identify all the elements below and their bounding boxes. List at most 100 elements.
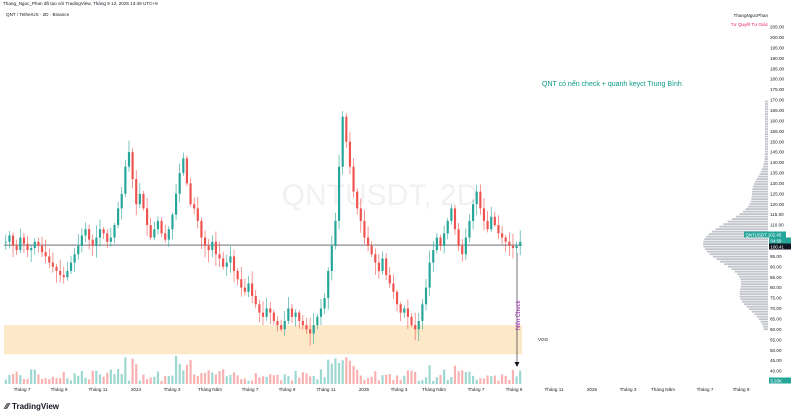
volume-bar xyxy=(62,371,65,384)
candle-body xyxy=(356,191,359,209)
candle-body xyxy=(153,229,156,238)
annotation-text: QNT có nến check + quanh keyct Trung Bìn… xyxy=(542,79,682,88)
price-tag-bg xyxy=(769,377,791,384)
volume-bar xyxy=(135,364,138,384)
candle-body xyxy=(493,216,496,226)
candle-body xyxy=(48,256,51,263)
candle-body xyxy=(211,241,214,251)
demand-zone xyxy=(4,325,522,355)
candle-body xyxy=(479,191,482,209)
volume-profile-bar xyxy=(765,113,768,115)
volume-bar xyxy=(370,376,373,384)
x-tick-label: Tháng 7 xyxy=(697,387,714,392)
candle-body xyxy=(124,166,127,194)
volume-profile-bar xyxy=(754,313,768,316)
volume-profile-bar xyxy=(751,195,768,198)
candle-body xyxy=(11,235,15,246)
y-tick-label: 55.00 xyxy=(770,337,782,342)
volume-bar xyxy=(225,376,228,384)
volume-profile-bar xyxy=(711,230,768,233)
volume-bar xyxy=(229,374,232,384)
candle-body xyxy=(283,320,286,330)
volume-profile-bar xyxy=(749,308,768,311)
x-tick-label: Tháng 3 xyxy=(164,387,181,392)
candle-body xyxy=(51,262,54,267)
candle-body xyxy=(240,279,243,288)
candle-body xyxy=(84,229,87,236)
volume-profile-bar xyxy=(715,228,768,231)
y-tick-label: 165.00 xyxy=(770,108,784,113)
volume-bar xyxy=(493,375,496,384)
candle-body xyxy=(236,270,239,280)
volume-bar xyxy=(366,378,370,384)
volume-bar xyxy=(385,374,388,384)
candle-body xyxy=(363,220,366,238)
y-tick-label: 205.00 xyxy=(770,25,784,30)
y-tick-label: 45.00 xyxy=(770,358,782,363)
y-tick-label: 40.00 xyxy=(770,369,782,374)
candle-body xyxy=(421,304,424,321)
volume-profile-bar xyxy=(739,275,768,278)
candle-body xyxy=(185,158,189,184)
volume-profile-bar xyxy=(752,185,768,188)
price-tag-bg xyxy=(769,237,791,244)
volume-profile-bar xyxy=(765,110,768,113)
candle-body xyxy=(59,270,62,276)
volume-profile-bar xyxy=(740,285,768,288)
volume-profile-bar xyxy=(703,240,768,243)
candle-body xyxy=(149,225,152,238)
volume-profile-bar xyxy=(765,115,768,118)
price-chart[interactable]: 205.00 200.00 195.00 190.00 185.00 180.00 175.… xyxy=(0,0,800,398)
volume-profile-bar xyxy=(735,215,768,218)
volume-bar xyxy=(37,374,40,384)
candle-body xyxy=(15,245,18,251)
volume-bar xyxy=(174,355,178,384)
candle-body xyxy=(109,237,112,242)
x-tick-label: Tháng 9 xyxy=(506,387,523,392)
candle-body xyxy=(366,237,370,246)
candle-body xyxy=(457,229,460,246)
volume-bar xyxy=(439,375,442,384)
volume-profile-bar xyxy=(716,258,768,261)
volume-bar xyxy=(497,380,500,384)
author-tagline: Tư Quyết Tự Giác xyxy=(730,22,768,27)
candle-body xyxy=(193,204,196,209)
candle-body xyxy=(406,308,409,317)
candle-body xyxy=(464,237,467,255)
x-tick-label: Tháng 7 xyxy=(468,387,485,392)
volume-bar xyxy=(363,379,366,384)
x-tick-label: Tháng 7 xyxy=(242,387,259,392)
volume-bar xyxy=(392,379,395,384)
volume-bar xyxy=(4,379,7,384)
volume-profile-bar xyxy=(764,140,768,143)
volume-profile-bar xyxy=(749,203,768,206)
volume-bar xyxy=(406,370,409,384)
x-tick-label: Tháng 11 xyxy=(544,387,564,392)
candle-body xyxy=(145,208,149,226)
volume-profile-bar xyxy=(752,190,768,193)
candle-body xyxy=(66,270,69,278)
volume-bar xyxy=(51,376,54,384)
candle-body xyxy=(323,298,326,309)
candle-body xyxy=(334,220,337,246)
volume-bar xyxy=(414,371,417,384)
y-tick-label: 120.00 xyxy=(770,202,784,207)
candle-body xyxy=(142,193,145,209)
candle-body xyxy=(73,254,76,263)
volume-profile-bar xyxy=(727,220,768,223)
volume-bar xyxy=(138,380,141,384)
volume-bar xyxy=(515,376,518,384)
candle-body xyxy=(232,256,236,271)
candle-body xyxy=(37,241,40,246)
volume-bar xyxy=(142,374,145,384)
volume-bar xyxy=(66,378,69,384)
volume-bar xyxy=(298,377,301,384)
volume-bar xyxy=(59,378,62,384)
volume-profile-bar xyxy=(741,283,768,286)
candle-body xyxy=(138,193,141,205)
tradingview-logo[interactable]: ⁄⁄⁄ TradingView xyxy=(5,402,59,411)
volume-profile-bar xyxy=(731,268,768,271)
y-tick-label: 140.00 xyxy=(770,160,784,165)
volume-profile-bar xyxy=(750,200,768,203)
volume-bar xyxy=(381,375,384,384)
